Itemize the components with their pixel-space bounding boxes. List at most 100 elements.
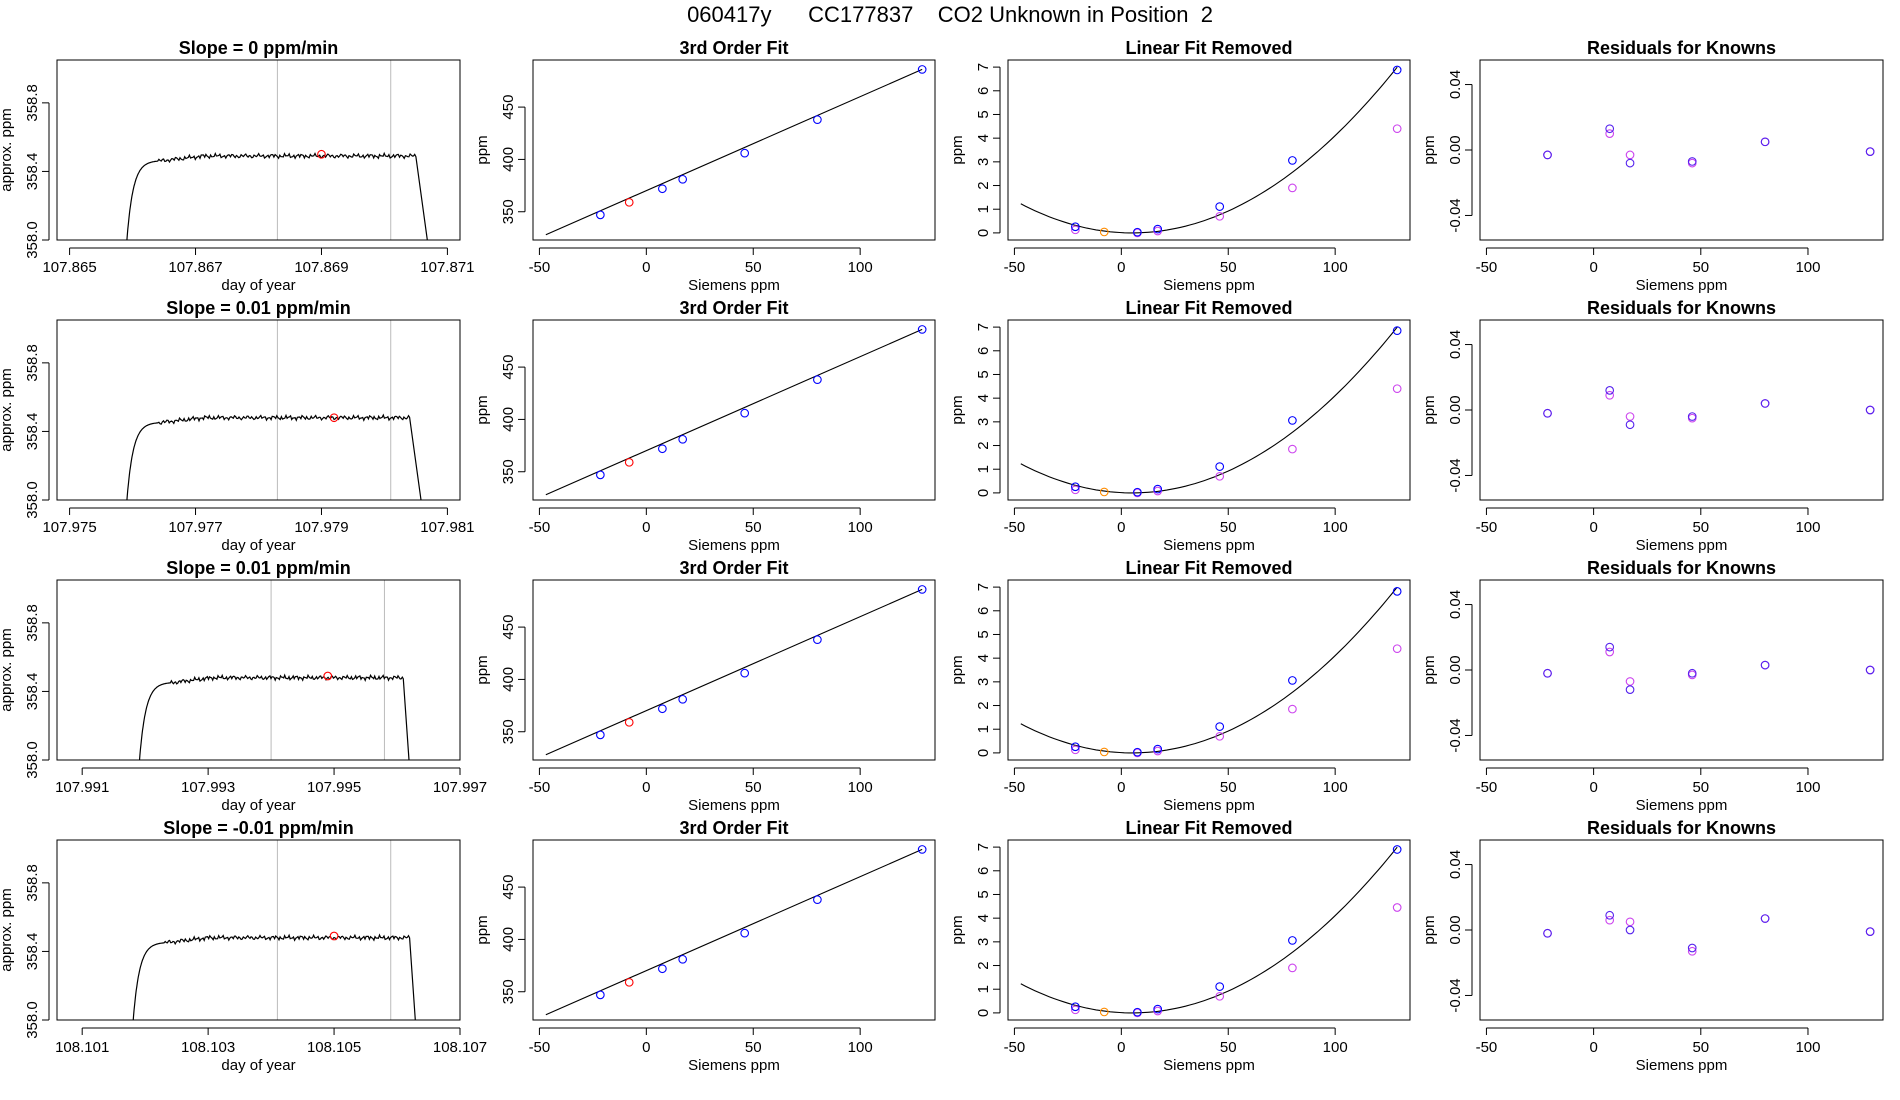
- panel: Residuals for Knowns -50 0 50 100 Siemens ppm…: [1421, 38, 1884, 294]
- x-tick-label: 100: [1795, 779, 1820, 796]
- x-tick-label: 100: [1795, 519, 1820, 536]
- y-tick-label: 2: [975, 181, 992, 189]
- figure-title: 060417y CC177837 CO2 Unknown in Position…: [687, 2, 1213, 27]
- y-axis-label: ppm: [474, 395, 491, 424]
- data-layer: [1020, 845, 1402, 1018]
- y-tick-label: 0.04: [1447, 590, 1464, 619]
- known-point: [1215, 462, 1225, 471]
- x-axis-label: Siemens ppm: [688, 277, 780, 294]
- panel: Slope = 0 ppm/min 107.865 107.867 107.869 10…: [0, 38, 475, 294]
- known-point: [1605, 910, 1615, 920]
- y-tick-label: -0.04: [1447, 978, 1464, 1012]
- panel-title: Residuals for Knowns: [1587, 558, 1776, 578]
- y-tick-label: 5: [975, 890, 992, 898]
- known-point: [1288, 416, 1297, 425]
- plot-frame: [1479, 319, 1884, 501]
- known-point: [678, 694, 688, 704]
- y-tick-label: 3: [975, 418, 992, 426]
- x-tick-label: 100: [848, 779, 873, 796]
- y-tick-label: 0.04: [1447, 850, 1464, 879]
- y-tick-label: 358.8: [24, 864, 41, 902]
- secondary-point: [1288, 704, 1297, 714]
- sample-mean-point: [317, 149, 326, 159]
- plot-frame: [1479, 579, 1884, 761]
- y-tick-label: 400: [500, 407, 517, 432]
- x-tick-label: 108.105: [307, 1039, 361, 1056]
- secondary-point: [1605, 390, 1615, 400]
- secondary-point: [1392, 384, 1402, 394]
- unknown-point: [624, 197, 634, 207]
- y-tick-label: 3: [975, 938, 992, 946]
- unknown-point: [1099, 747, 1109, 757]
- fit-line: [545, 848, 923, 1016]
- x-tick-label: 107.979: [294, 519, 348, 536]
- y-axis-label: approx. ppm: [0, 108, 15, 191]
- known-point: [1543, 668, 1552, 678]
- known-point: [1153, 224, 1163, 234]
- y-axis-label: ppm: [1421, 135, 1438, 164]
- known-point: [1865, 665, 1875, 675]
- secondary-point: [1215, 211, 1225, 221]
- known-point: [1071, 222, 1080, 232]
- plot-frame: [532, 59, 936, 241]
- x-tick-label: 0: [642, 259, 650, 276]
- x-axis-label: Siemens ppm: [1163, 1057, 1255, 1074]
- x-tick-label: -50: [1004, 1039, 1026, 1056]
- panel-title: Residuals for Knowns: [1587, 38, 1776, 58]
- data-layer: [545, 585, 927, 756]
- fit-curve: [1020, 846, 1398, 1014]
- known-point: [658, 444, 667, 454]
- secondary-point: [1071, 745, 1080, 755]
- unknown-point: [1099, 487, 1109, 497]
- y-axis-label: approx. ppm: [0, 368, 15, 451]
- data-layer: [1543, 642, 1875, 694]
- fit-line: [545, 328, 923, 496]
- panel-title: Residuals for Knowns: [1587, 298, 1776, 318]
- known-point: [1133, 747, 1142, 757]
- x-tick-label: -50: [1004, 779, 1026, 796]
- y-tick-label: 1: [975, 205, 992, 213]
- sample-mean-point: [329, 413, 339, 423]
- y-tick-label: 4: [975, 134, 992, 142]
- y-tick-label: 5: [975, 370, 992, 378]
- data-layer: [545, 65, 927, 236]
- known-point: [1215, 982, 1225, 991]
- x-tick-label: 107.993: [181, 779, 235, 796]
- y-tick-label: 0: [975, 749, 992, 757]
- y-tick-label: 2: [975, 701, 992, 709]
- y-tick-label: 0: [975, 489, 992, 497]
- concentration-trace: [132, 933, 416, 1020]
- known-point: [1071, 1002, 1080, 1012]
- unknown-point: [624, 717, 634, 727]
- y-tick-label: 358.4: [24, 673, 41, 711]
- y-axis-label: ppm: [949, 915, 966, 944]
- panel-title: 3rd Order Fit: [679, 818, 788, 838]
- data-layer: [1020, 65, 1402, 238]
- data-layer: [126, 60, 428, 240]
- data-layer: [126, 320, 422, 500]
- known-point: [596, 470, 605, 480]
- y-tick-label: 450: [500, 95, 517, 120]
- x-tick-label: 100: [1795, 1039, 1820, 1056]
- x-tick-label: 108.107: [433, 1039, 487, 1056]
- x-tick-label: -50: [1004, 519, 1026, 536]
- y-axis-label: ppm: [949, 655, 966, 684]
- plot-frame: [1007, 579, 1411, 761]
- y-tick-label: 0.00: [1447, 395, 1464, 424]
- panel: Residuals for Knowns -50 0 50 100 Siemens ppm…: [1421, 558, 1884, 814]
- y-tick-label: -0.04: [1447, 718, 1464, 752]
- y-tick-label: 6: [975, 347, 992, 355]
- secondary-point: [1392, 903, 1402, 912]
- panel: 3rd Order Fit -50 0 50 100 Siemens ppm 350 400 4…: [474, 558, 936, 814]
- fit-curve: [1020, 586, 1398, 754]
- x-tick-label: -50: [1476, 1039, 1498, 1056]
- known-point: [1392, 65, 1402, 75]
- y-tick-label: 400: [500, 667, 517, 692]
- unknown-point: [624, 977, 634, 987]
- known-point: [740, 148, 750, 158]
- known-point: [1288, 676, 1297, 685]
- x-axis-label: day of year: [221, 1057, 295, 1074]
- panel-title: Linear Fit Removed: [1125, 38, 1292, 58]
- x-tick-label: 107.975: [42, 519, 96, 536]
- panel-title: 3rd Order Fit: [679, 558, 788, 578]
